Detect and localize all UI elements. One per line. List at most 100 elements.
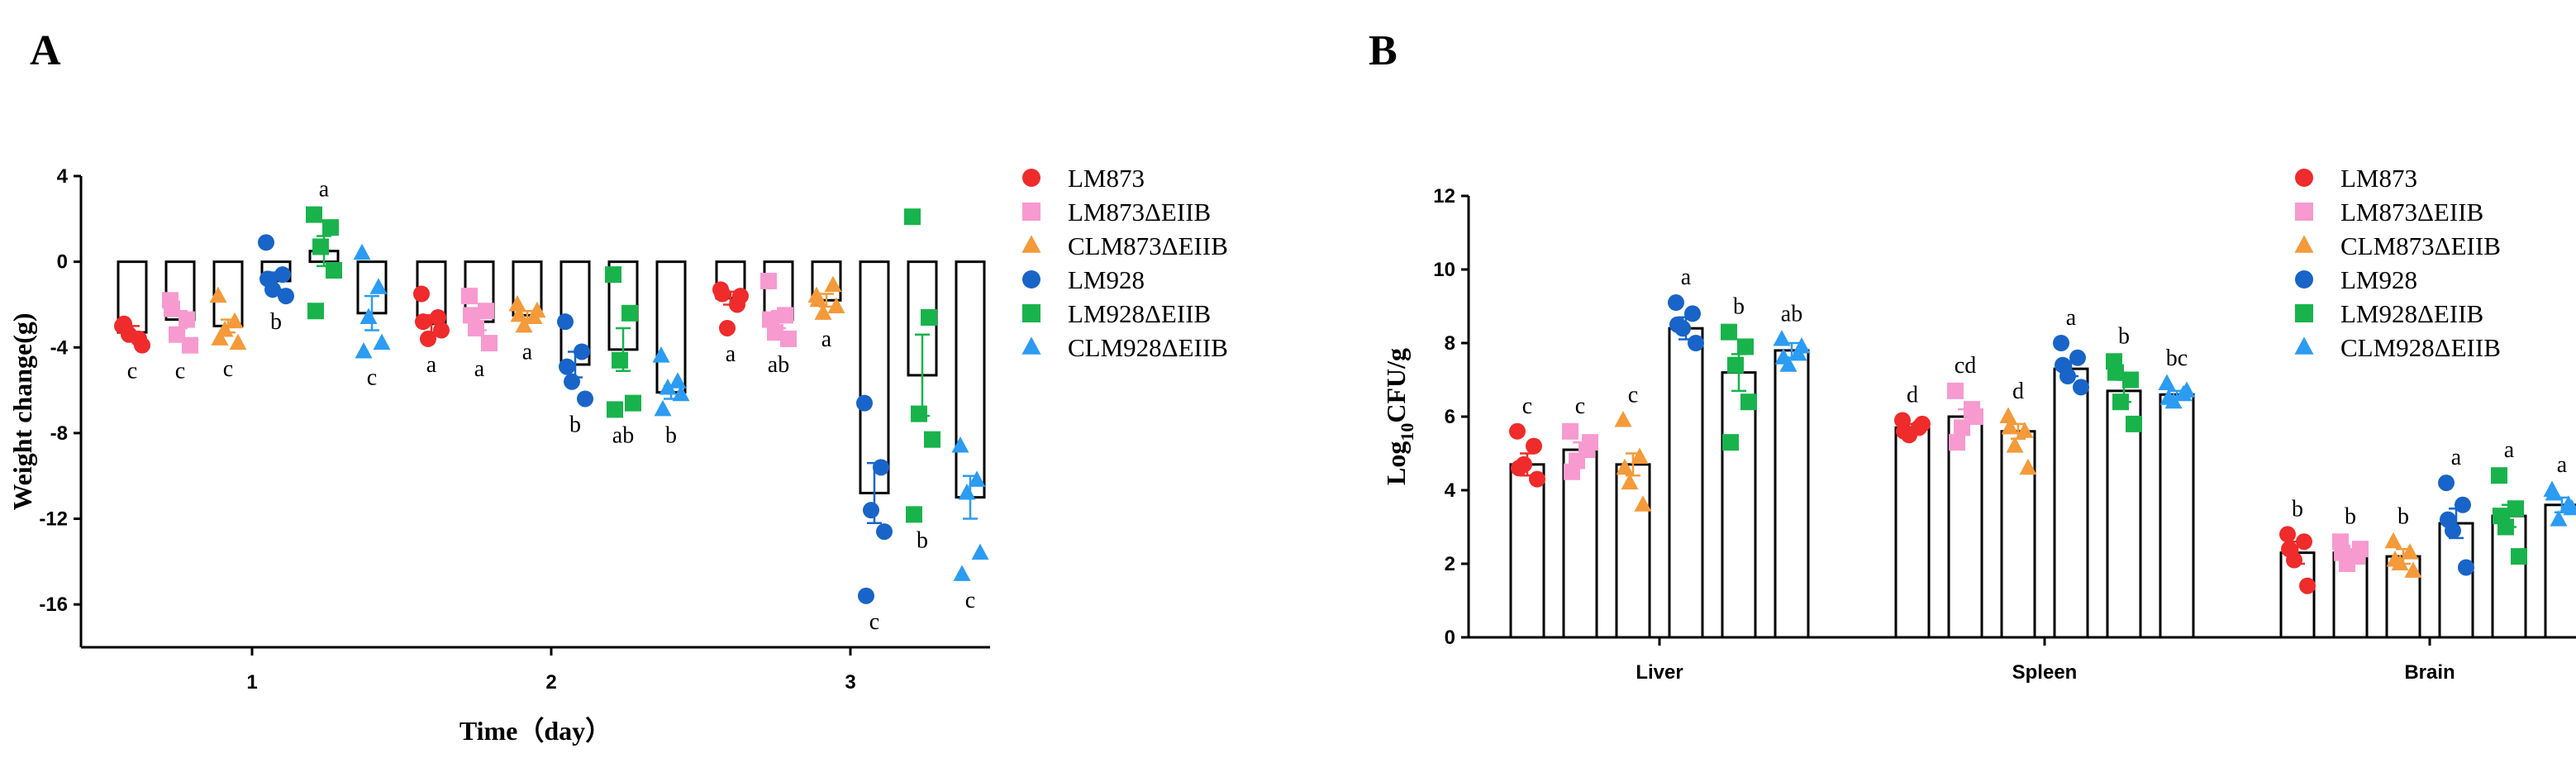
b-data-point bbox=[2112, 393, 2129, 411]
b-data-point bbox=[2158, 374, 2176, 390]
a-data-point bbox=[307, 303, 324, 320]
a-data-point bbox=[612, 351, 628, 369]
b-data-point bbox=[1774, 348, 1793, 365]
a-data-point bbox=[461, 288, 478, 305]
b-legend-marker bbox=[2295, 270, 2313, 288]
a-data-point bbox=[719, 319, 736, 336]
a-legend-marker bbox=[1022, 270, 1040, 288]
b-x-tick-label: Brain bbox=[2404, 661, 2455, 684]
a-data-point bbox=[827, 297, 845, 314]
a-y-axis-title: Weight change(g) bbox=[7, 312, 37, 510]
b-sig-letter: b bbox=[2292, 496, 2303, 522]
a-legend-label: LM928ΔEIIB bbox=[1068, 299, 1211, 328]
b-sig-letter: a bbox=[2451, 445, 2462, 470]
a-data-point bbox=[904, 208, 921, 226]
b-data-point bbox=[2458, 559, 2474, 576]
a-data-point bbox=[260, 270, 276, 288]
a-data-point bbox=[415, 313, 431, 331]
a-data-point bbox=[652, 346, 670, 363]
a-data-point bbox=[169, 326, 185, 343]
b-data-point bbox=[2055, 356, 2071, 374]
b-data-point bbox=[2545, 484, 2563, 501]
a-data-point bbox=[164, 300, 180, 317]
b-data-point bbox=[1564, 463, 1580, 480]
b-y-tick-label: 12 bbox=[1433, 185, 1455, 207]
a-data-point bbox=[229, 333, 247, 350]
b-data-point bbox=[1582, 434, 1598, 451]
a-data-point bbox=[182, 336, 198, 354]
a-x-tick-label: 3 bbox=[845, 671, 855, 694]
b-data-point bbox=[1949, 434, 1965, 451]
b-bar bbox=[2053, 367, 2089, 639]
b-y-tick-label: 8 bbox=[1445, 332, 1455, 355]
b-data-point bbox=[2440, 511, 2456, 528]
b-data-point bbox=[2053, 335, 2069, 351]
b-data-point bbox=[2073, 379, 2089, 396]
b-data-point bbox=[1737, 338, 1754, 355]
a-data-point bbox=[515, 316, 533, 333]
b-y-tick-label: 10 bbox=[1433, 259, 1455, 281]
b-data-point bbox=[1740, 393, 1757, 411]
a-x-tick-label: 1 bbox=[246, 671, 257, 694]
a-data-point bbox=[714, 285, 731, 303]
b-data-point bbox=[2507, 500, 2524, 517]
b-sig-letter: a bbox=[2557, 452, 2568, 478]
b-y-tick-label: 0 bbox=[1445, 627, 1455, 649]
b-data-point bbox=[2455, 496, 2471, 513]
a-data-point bbox=[654, 399, 672, 417]
a-data-point bbox=[463, 307, 479, 324]
a-data-point bbox=[669, 372, 687, 389]
a-y-tick-label: 0 bbox=[57, 251, 68, 274]
b-legend-marker bbox=[2295, 169, 2313, 187]
a-legend-marker bbox=[1021, 336, 1041, 355]
a-data-point bbox=[373, 333, 391, 350]
a-data-point bbox=[278, 288, 294, 305]
b-sig-letter: cd bbox=[1955, 353, 1976, 379]
b-y-tick-label: 2 bbox=[1445, 553, 1455, 575]
b-data-point bbox=[1634, 495, 1652, 512]
a-sig-letter: a bbox=[522, 339, 533, 365]
a-data-point bbox=[958, 483, 976, 500]
b-data-point bbox=[2016, 422, 2034, 438]
a-y-tick-label: -16 bbox=[39, 594, 68, 616]
a-data-point bbox=[559, 358, 575, 375]
b-x-tick-label: Spleen bbox=[2012, 661, 2078, 684]
a-sig-letter: a bbox=[319, 177, 330, 203]
b-sig-letter: d bbox=[2012, 379, 2024, 404]
b-bar bbox=[1509, 463, 1545, 639]
a-data-point bbox=[322, 219, 339, 236]
b-data-point bbox=[1967, 408, 1983, 425]
a-data-point bbox=[510, 305, 528, 322]
b-y-axis-title: Log10CFU/g bbox=[1381, 348, 1417, 485]
b-data-point bbox=[2563, 498, 2576, 516]
a-data-point bbox=[478, 303, 494, 320]
a-data-point bbox=[420, 330, 436, 347]
a-bar bbox=[655, 260, 687, 394]
a-y-tick-label: -8 bbox=[50, 422, 68, 445]
a-x-tick-label: 2 bbox=[545, 671, 556, 694]
a-sig-letter: ab bbox=[768, 352, 789, 378]
a-sig-letter: a bbox=[726, 341, 736, 367]
a-data-point bbox=[430, 309, 446, 326]
b-data-point bbox=[2299, 577, 2316, 594]
a-data-point bbox=[760, 272, 777, 289]
b-data-point bbox=[1621, 473, 1639, 490]
a-data-point bbox=[577, 390, 593, 408]
a-sig-letter: b bbox=[270, 309, 282, 335]
a-data-point bbox=[814, 303, 832, 320]
b-sig-letter: c bbox=[1628, 382, 1638, 408]
panel-label-b: B bbox=[1369, 27, 1398, 74]
a-y-tick-label: 4 bbox=[57, 165, 69, 188]
a-y-tick-label: -4 bbox=[50, 336, 69, 359]
b-data-point bbox=[1526, 437, 1542, 455]
a-data-point bbox=[312, 238, 329, 255]
b-data-point bbox=[2401, 543, 2419, 560]
panel-label-a: A bbox=[30, 27, 61, 74]
b-data-point bbox=[2438, 474, 2455, 492]
b-data-point bbox=[2126, 415, 2142, 432]
a-data-point bbox=[924, 431, 940, 448]
a-sig-letter: a bbox=[821, 327, 832, 352]
b-data-point bbox=[2296, 533, 2312, 551]
